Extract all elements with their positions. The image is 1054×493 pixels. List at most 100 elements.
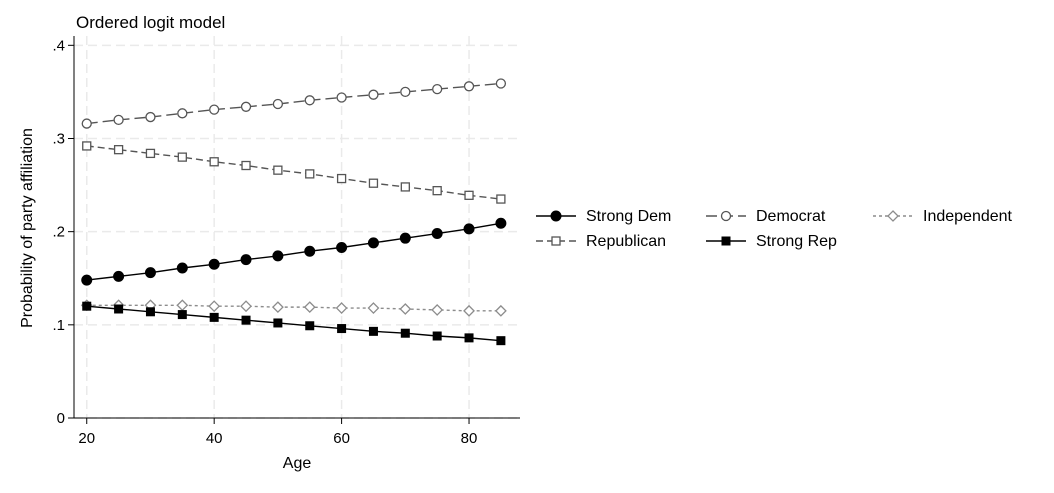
data-point-democrat [81, 118, 92, 129]
chart-title: Ordered logit model [76, 13, 225, 32]
legend-label-republican: Republican [586, 233, 666, 250]
data-point-strong-rep [82, 301, 92, 311]
data-point-strong-dem [176, 262, 188, 274]
x-axis-label: Age [283, 455, 312, 472]
data-point-independent [431, 304, 444, 316]
legend-marker-democrat [720, 210, 732, 222]
series-strong-dem [81, 217, 507, 286]
data-point-strong-dem [81, 274, 93, 286]
data-point-strong-dem [463, 223, 475, 235]
data-point-strong-rep [209, 312, 219, 322]
legend: Strong Dem Democrat Independent Republican S… [536, 208, 1013, 250]
series-democrat [81, 78, 507, 129]
data-point-republican [496, 194, 506, 204]
data-point-strong-dem [272, 250, 284, 262]
data-point-republican [368, 178, 379, 188]
data-point-democrat [336, 92, 347, 103]
data-point-strong-rep [432, 331, 442, 341]
data-point-democrat [113, 114, 124, 126]
series-strong-rep [82, 301, 506, 346]
data-point-republican [400, 182, 410, 192]
data-point-strong-rep [241, 315, 251, 325]
data-point-strong-dem [367, 237, 379, 249]
data-point-strong-dem [431, 228, 443, 240]
data-point-independent [176, 299, 189, 312]
data-point-independent [303, 301, 316, 314]
x-tick-label: 80 [461, 430, 478, 447]
legend-item-strong-dem: Strong Dem [536, 208, 671, 225]
data-point-democrat [240, 101, 252, 112]
data-point-strong-dem [144, 267, 156, 279]
data-point-democrat [209, 104, 220, 115]
data-point-republican [241, 160, 251, 171]
data-point-strong-dem [240, 254, 252, 266]
data-point-republican [177, 152, 187, 162]
data-point-strong-dem [399, 232, 411, 244]
data-point-republican [336, 173, 347, 184]
legend-label-strong-rep: Strong Rep [756, 233, 837, 250]
legend-marker-republican [551, 236, 561, 246]
data-point-democrat [495, 78, 507, 89]
y-tick-label: .3 [52, 130, 65, 147]
y-tick-label: .2 [52, 224, 65, 241]
data-point-republican [464, 190, 474, 200]
series-group [80, 78, 507, 346]
data-point-republican [305, 169, 315, 179]
x-tick-label: 40 [206, 430, 223, 447]
data-point-republican [145, 148, 156, 159]
data-point-independent [367, 302, 380, 314]
data-point-strong-rep [400, 328, 410, 338]
legend-label-strong-dem: Strong Dem [586, 208, 671, 225]
y-axis-label: Probability of party affiliation [19, 128, 36, 328]
data-point-democrat [463, 81, 475, 92]
data-point-strong-rep [368, 326, 378, 336]
series-line-strong-rep [86, 305, 501, 342]
x-tick-label: 20 [78, 430, 95, 447]
data-point-independent [208, 300, 221, 313]
grid [74, 36, 520, 419]
data-point-independent [240, 300, 252, 313]
data-point-independent [463, 304, 475, 317]
y-tick-label: .4 [52, 37, 65, 54]
data-point-strong-dem [304, 245, 316, 257]
data-point-democrat [368, 89, 379, 100]
y-tick-label: .1 [52, 317, 65, 334]
legend-marker-strong-rep [721, 236, 731, 246]
axes: 0 .1 .2 .3 .4 20 40 60 80 [52, 36, 520, 447]
data-point-democrat [145, 111, 156, 123]
series-independent [80, 299, 507, 317]
series-line-democrat [86, 82, 501, 125]
legend-item-strong-rep: Strong Rep [706, 233, 837, 250]
data-point-strong-rep [114, 304, 124, 314]
legend-marker-independent [887, 210, 899, 222]
data-point-republican [82, 141, 92, 151]
series-line-republican [86, 145, 501, 200]
data-point-independent [335, 302, 348, 314]
x-tick-label: 60 [333, 430, 350, 447]
legend-item-independent: Independent [873, 208, 1013, 225]
legend-item-republican: Republican [536, 233, 666, 250]
data-point-democrat [432, 83, 443, 95]
data-point-republican [113, 145, 124, 155]
data-point-independent [399, 303, 412, 315]
data-point-strong-dem [208, 258, 220, 270]
data-point-strong-rep [145, 307, 155, 317]
legend-label-independent: Independent [923, 208, 1013, 225]
data-point-strong-rep [464, 333, 474, 343]
data-point-strong-rep [337, 324, 347, 334]
data-point-strong-rep [177, 310, 187, 320]
data-point-democrat [272, 98, 284, 110]
data-point-democrat [304, 95, 315, 106]
data-point-strong-dem [336, 241, 348, 253]
data-point-democrat [177, 108, 188, 119]
data-point-republican [432, 186, 442, 196]
data-point-independent [271, 301, 284, 314]
data-point-democrat [400, 86, 411, 98]
data-point-strong-rep [305, 321, 315, 331]
legend-label-democrat: Democrat [756, 208, 826, 225]
legend-marker-strong-dem [550, 210, 562, 222]
data-point-republican [209, 157, 219, 167]
data-point-strong-rep [273, 318, 283, 328]
